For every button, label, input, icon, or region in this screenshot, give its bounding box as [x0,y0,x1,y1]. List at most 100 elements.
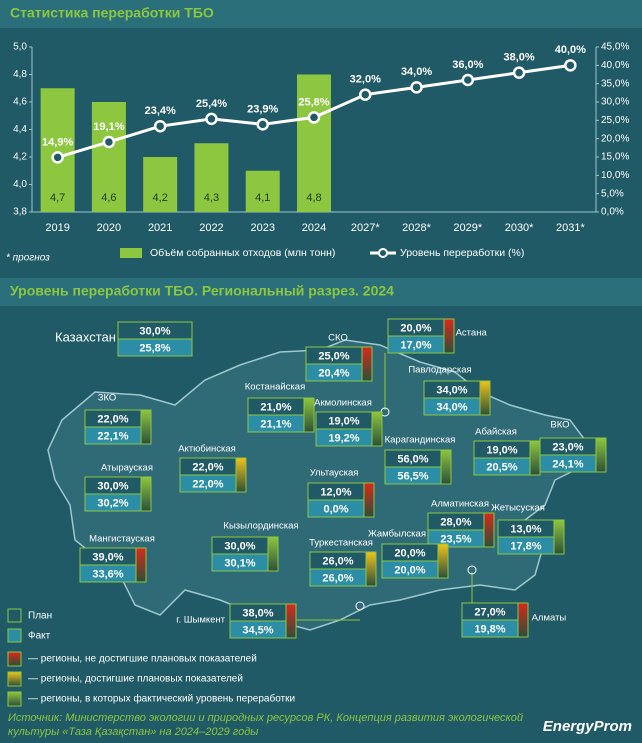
plan-value: 20,0% [400,322,431,334]
line-value-label: 25,8% [298,96,329,108]
legend-label: — регионы, достигшие плановых показателе… [28,674,243,685]
city-marker [467,565,477,575]
region-name: Алматинская [431,499,489,510]
region-name: Казахстан [55,329,116,344]
plan-value: 28,0% [440,516,471,528]
fact-value: 22,0% [192,478,223,490]
legend-label: Факт [28,631,51,642]
legend-swatch [7,608,22,623]
legend-label: — регионы, не достигшие плановых показат… [28,654,257,665]
plan-value: 30,0% [224,540,255,552]
line-value-label: 40,0% [555,44,586,56]
legend-label: План [28,611,52,622]
status-badge [235,457,247,493]
fact-value: 22,1% [97,430,128,442]
plan-value: 56,0% [397,453,428,465]
legend-swatch [378,248,388,258]
status-badge [529,440,541,476]
status-badge [595,437,607,473]
legend-label: — регионы, в которых фактический уровень… [28,693,295,705]
y-tick-label: 3,8 [13,207,27,218]
x-tick-label: 2019 [45,222,69,234]
line-value-label: 19,1% [93,121,124,133]
status-badge [285,603,297,639]
y2-tick-label: 5,0% [601,188,624,199]
region-name: Жетысуская [491,503,545,514]
status-badge [440,449,452,485]
region-name: Ультауская [310,468,359,479]
plan-value: 30,0% [139,325,170,337]
x-tick-label: 2024 [302,222,326,234]
line-point [205,112,218,126]
fact-value: 19,8% [474,623,505,635]
region-name: ЗКО [98,393,117,404]
fact-box [117,338,193,357]
y-tick-label: 4,8 [13,69,27,80]
status-badge [517,602,529,638]
plan-value: 19,0% [328,415,359,427]
bar [245,170,280,212]
bar-value-label: 4,7 [50,192,65,204]
fact-value: 23,5% [440,533,471,545]
line-value-label: 32,0% [350,74,381,86]
line-value-label: 38,0% [503,52,534,64]
y2-tick-label: 10,0% [601,170,629,181]
fact-value: 0,0% [323,503,348,515]
fact-value: 17,0% [400,339,431,351]
x-tick-label: 2028* [402,222,431,234]
line-point [51,151,64,164]
header-bar [0,0,642,28]
line-point [564,59,577,72]
status-badge [365,551,377,587]
bar [143,157,178,212]
line-point [153,119,167,133]
plan-value: 20,0% [394,547,425,559]
x-tick-label: 2030* [505,222,534,234]
region-name: Жамбылская [368,529,426,540]
fact-value: 34,5% [242,624,273,636]
x-tick-label: 2022 [199,222,223,234]
status-badge [371,411,383,447]
region-name: СКО [328,333,348,344]
chart-title: Статистика переработки ТБО [10,5,214,21]
header-bar [0,278,642,306]
fact-value: 24,1% [552,458,583,470]
bar [297,74,331,212]
line-point [256,118,269,131]
legend-swatch [120,248,142,258]
legend-swatch [7,691,22,707]
plan-value: 12,0% [320,486,351,498]
region-name: г. Алматы [524,613,566,624]
fact-value: 17,8% [510,540,541,552]
plan-value: 27,0% [474,606,505,618]
bar-value-label: 4,8 [306,192,321,204]
region-name: Мангистауская [89,534,155,545]
fact-value: 20,5% [486,461,517,473]
fact-value: 20,0% [394,564,425,576]
plan-value: 26,0% [322,555,353,567]
region-name: Акмолинская [314,398,372,409]
bar-value-label: 4,2 [153,192,168,204]
fact-value: 33,6% [92,568,123,580]
line-point [102,135,116,149]
status-badge [479,380,491,416]
city-marker [355,601,365,611]
region-name: Костанайская [245,382,305,393]
status-badge [303,397,315,433]
status-badge [553,519,565,555]
x-tick-label: 2031* [556,222,585,234]
fact-value: 21,1% [260,418,291,430]
status-badge [363,482,375,518]
y2-tick-label: 20,0% [601,133,629,144]
x-tick-label: 2020 [97,222,121,234]
line-value-label: 25,4% [196,98,227,110]
line-value-label: 36,0% [452,59,483,71]
y-tick-label: 4,0 [13,179,27,190]
region-name: Карагандинская [385,435,456,446]
legend-swatch [7,651,22,667]
plan-value: 19,0% [486,444,517,456]
region-name: Абайская [475,427,517,438]
y-tick-label: 4,6 [13,97,27,108]
plan-value: 23,0% [552,441,583,453]
